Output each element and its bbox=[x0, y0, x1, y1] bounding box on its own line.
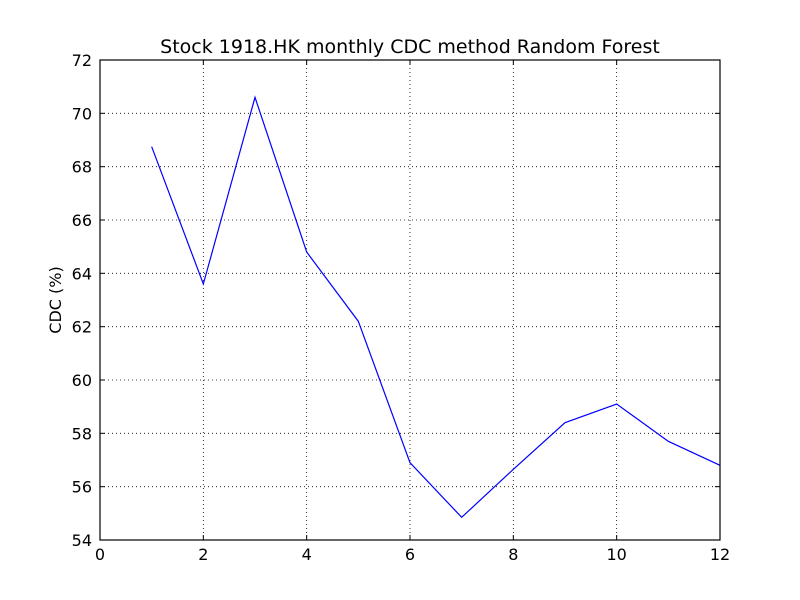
x-tick-label-1: 2 bbox=[198, 545, 208, 564]
grid bbox=[100, 60, 720, 540]
y-tick-label-2: 58 bbox=[72, 424, 92, 443]
y-tick-label-9: 72 bbox=[72, 51, 92, 70]
y-tick-label-1: 56 bbox=[72, 478, 92, 497]
y-tick-label-4: 62 bbox=[72, 318, 92, 337]
series-line-0 bbox=[151, 95, 721, 519]
y-tick-label-3: 60 bbox=[72, 371, 92, 390]
x-tick-label-6: 12 bbox=[710, 545, 730, 564]
y-tick-label-6: 66 bbox=[72, 211, 92, 230]
series-layer bbox=[151, 95, 721, 519]
y-axis-label: CDC (%) bbox=[46, 266, 65, 333]
x-tick-label-2: 4 bbox=[302, 545, 312, 564]
chart-title: Stock 1918.HK monthly CDC method Random … bbox=[160, 36, 660, 58]
x-tick-label-4: 8 bbox=[508, 545, 518, 564]
y-tick-label-0: 54 bbox=[72, 531, 92, 550]
x-tick-label-5: 10 bbox=[606, 545, 626, 564]
y-tick-label-5: 64 bbox=[72, 264, 92, 283]
x-tick-label-0: 0 bbox=[95, 545, 105, 564]
y-tick-label-7: 68 bbox=[72, 158, 92, 177]
y-tick-label-8: 70 bbox=[72, 104, 92, 123]
x-tick-label-3: 6 bbox=[405, 545, 415, 564]
